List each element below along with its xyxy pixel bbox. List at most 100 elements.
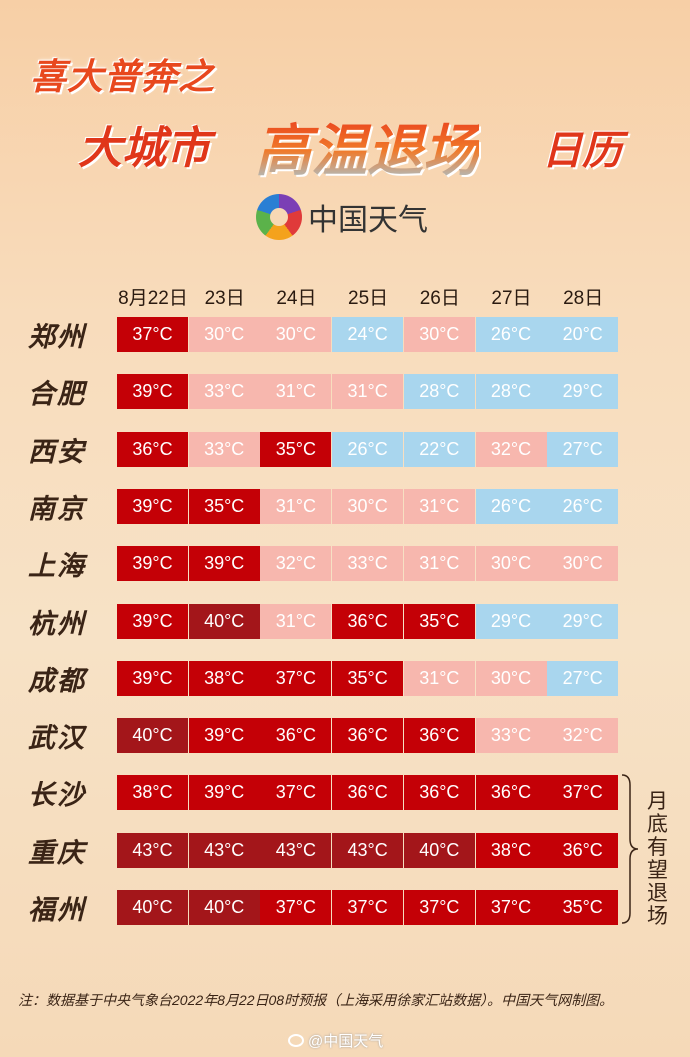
footnote: 注：数据基于中央气象台2022年8月22日08时预报（上海采用徐家汇站数据）。中…	[18, 992, 614, 1008]
weibo-icon	[288, 1034, 304, 1047]
date-header: 25日	[348, 288, 389, 309]
temperature-cell: 29°C	[547, 374, 619, 410]
temperature-cell: 31°C	[332, 374, 404, 410]
city-label: 西安	[28, 436, 86, 467]
temperature-cell: 31°C	[260, 374, 332, 410]
temperature-cell: 36°C	[403, 718, 475, 754]
temperature-cell: 39°C	[117, 603, 188, 639]
temperature-cell: 26°C	[475, 488, 547, 524]
temperature-cell: 31°C	[260, 603, 332, 639]
temperature-cell: 36°C	[260, 718, 332, 754]
temperature-cell: 39°C	[188, 718, 260, 754]
title-line1: 喜大普奔之	[30, 56, 216, 97]
temperature-cell: 40°C	[188, 603, 260, 639]
city-label: 重庆	[28, 837, 86, 868]
date-header: 23日	[204, 288, 245, 309]
temperature-cell: 36°C	[332, 775, 404, 811]
logo: 中国天气	[256, 194, 428, 240]
temperature-cell: 37°C	[547, 775, 619, 811]
temperature-cell: 26°C	[332, 431, 404, 467]
temperature-cell: 32°C	[260, 546, 332, 582]
logo-text: 中国天气	[308, 204, 428, 237]
city-label: 福州	[28, 895, 86, 925]
title-calendar: 日历	[542, 129, 622, 173]
temperature-cell: 40°C	[403, 832, 475, 868]
temperature-cell: 39°C	[188, 546, 260, 582]
temperature-cell: 33°C	[188, 431, 260, 467]
temperature-cell: 36°C	[547, 832, 619, 868]
temperature-cell: 35°C	[403, 603, 475, 639]
temperature-cell: 39°C	[188, 775, 260, 811]
temperature-cell: 29°C	[475, 603, 547, 639]
date-header: 24日	[276, 288, 317, 309]
temperature-cell: 39°C	[117, 660, 188, 696]
temperature-cell: 39°C	[117, 546, 188, 582]
temperature-cell: 27°C	[547, 660, 619, 696]
temperature-cell: 36°C	[332, 603, 404, 639]
weibo-watermark: @中国天气	[288, 1030, 383, 1051]
temperature-cell: 35°C	[260, 431, 332, 467]
temperature-cell: 30°C	[260, 317, 332, 352]
temperature-cell: 37°C	[260, 660, 332, 696]
china-weather-logo-icon	[256, 194, 302, 240]
temperature-cell: 30°C	[332, 488, 404, 524]
temperature-cell: 36°C	[117, 431, 188, 467]
temperature-cell: 33°C	[188, 374, 260, 410]
temperature-cell: 30°C	[188, 317, 260, 352]
temperature-cell: 40°C	[188, 890, 260, 925]
temperature-cell: 28°C	[403, 374, 475, 410]
temperature-cell: 38°C	[117, 775, 188, 811]
date-header: 8月22日	[118, 288, 188, 309]
temperature-cell: 26°C	[475, 317, 547, 352]
city-label: 上海	[28, 551, 86, 582]
temperature-cell: 31°C	[260, 488, 332, 524]
temperature-cell: 40°C	[117, 890, 188, 925]
temperature-cell: 32°C	[475, 431, 547, 467]
temperature-cell: 36°C	[332, 718, 404, 754]
temperature-cell: 30°C	[475, 660, 547, 696]
temperature-cell: 30°C	[547, 546, 619, 582]
temperature-cell: 24°C	[332, 317, 404, 352]
temperature-cell: 43°C	[117, 832, 188, 868]
city-label: 南京	[28, 493, 86, 524]
weibo-handle: @中国天气	[308, 1033, 384, 1050]
temperature-cell: 31°C	[403, 546, 475, 582]
temperature-cell: 37°C	[475, 890, 547, 925]
temperature-cell: 32°C	[547, 718, 619, 754]
temperature-cell: 37°C	[403, 890, 475, 925]
temperature-cell: 29°C	[547, 603, 619, 639]
temperature-cell: 26°C	[547, 488, 619, 524]
temperature-cell: 43°C	[188, 832, 260, 868]
temperature-cell: 38°C	[188, 660, 260, 696]
temperature-cell: 38°C	[475, 832, 547, 868]
date-header: 28日	[563, 288, 604, 309]
temperature-cell: 43°C	[260, 832, 332, 868]
temperature-cell: 39°C	[117, 488, 188, 524]
temperature-cell: 40°C	[117, 718, 188, 754]
brace-bracket	[621, 774, 639, 924]
date-header: 26日	[419, 288, 460, 309]
temperature-cell: 35°C	[188, 488, 260, 524]
city-label: 武汉	[28, 723, 86, 754]
title-big-city: 大城市	[78, 124, 210, 173]
date-header: 27日	[491, 288, 532, 309]
temperature-cell: 33°C	[332, 546, 404, 582]
city-label: 杭州	[28, 608, 86, 639]
temperature-cell: 35°C	[332, 660, 404, 696]
temperature-cell: 31°C	[403, 488, 475, 524]
temperature-cell: 35°C	[547, 890, 619, 925]
temperature-cell: 43°C	[332, 832, 404, 868]
city-label: 成都	[28, 665, 86, 696]
temperature-cell: 31°C	[403, 660, 475, 696]
temperature-cell: 37°C	[117, 317, 188, 352]
temperature-cell: 27°C	[547, 431, 619, 467]
temperature-cell: 37°C	[332, 890, 404, 925]
temperature-cell: 39°C	[117, 374, 188, 410]
city-label: 郑州	[28, 322, 86, 352]
temperature-cell: 36°C	[403, 775, 475, 811]
temperature-cell: 20°C	[547, 317, 619, 352]
temperature-cell: 28°C	[475, 374, 547, 410]
temperature-cell: 30°C	[403, 317, 475, 352]
side-note: 月底有望退场	[647, 790, 668, 928]
city-label: 长沙	[28, 780, 86, 811]
